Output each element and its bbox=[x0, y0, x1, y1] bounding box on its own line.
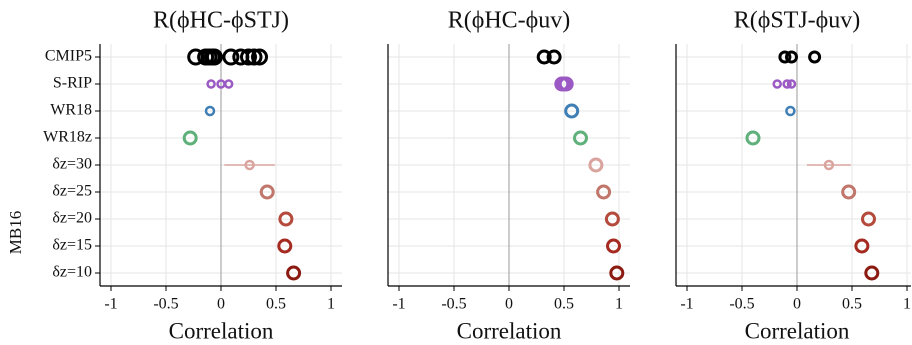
marker bbox=[546, 49, 562, 65]
x-tick-label: 0.5 bbox=[266, 296, 286, 313]
x-tick-label: 0.5 bbox=[554, 296, 574, 313]
x-tick-label: 0 bbox=[505, 296, 513, 313]
x-tick-label: -0.5 bbox=[729, 296, 754, 313]
marker bbox=[772, 79, 782, 89]
y-tick-label: WR18 bbox=[50, 102, 92, 119]
y-tick-label: δz=10 bbox=[52, 264, 92, 281]
marker bbox=[206, 79, 216, 89]
marker bbox=[785, 50, 798, 64]
marker bbox=[785, 105, 796, 117]
marker bbox=[808, 50, 822, 64]
marker bbox=[277, 238, 293, 254]
x-tick-label: -1 bbox=[104, 296, 117, 313]
x-tick-label: -0.5 bbox=[153, 296, 178, 313]
y-tick-label: S-RIP bbox=[53, 75, 92, 92]
marker bbox=[841, 184, 857, 200]
marker bbox=[596, 184, 612, 200]
x-tick-label: 1 bbox=[903, 296, 911, 313]
x-axis-label: Correlation bbox=[745, 318, 850, 343]
marker bbox=[240, 48, 257, 66]
y-tick-label: δz=15 bbox=[52, 237, 92, 254]
marker bbox=[182, 130, 198, 146]
marker bbox=[245, 48, 263, 66]
marker bbox=[564, 103, 580, 119]
marker bbox=[606, 238, 621, 254]
marker bbox=[861, 211, 876, 227]
x-tick-label: 0 bbox=[217, 296, 225, 313]
marker bbox=[609, 265, 625, 281]
x-tick-label: 1 bbox=[615, 296, 623, 313]
marker bbox=[588, 157, 604, 173]
x-tick-label: 1 bbox=[327, 296, 335, 313]
marker bbox=[536, 49, 552, 65]
marker bbox=[251, 48, 268, 66]
y-tick-label: δz=25 bbox=[52, 183, 92, 200]
marker bbox=[745, 130, 761, 146]
y-axis-label: MB16 bbox=[6, 211, 25, 254]
y-tick-label: δz=20 bbox=[52, 210, 92, 227]
marker bbox=[259, 184, 275, 200]
marker bbox=[205, 48, 223, 66]
y-tick-label: δz=30 bbox=[52, 156, 92, 173]
x-tick-label: -0.5 bbox=[441, 296, 466, 313]
marker bbox=[558, 76, 574, 92]
marker bbox=[573, 130, 588, 146]
marker bbox=[604, 211, 620, 227]
marker bbox=[782, 79, 792, 89]
x-tick-label: 0.5 bbox=[842, 296, 862, 313]
marker bbox=[244, 159, 255, 171]
marker bbox=[864, 265, 880, 281]
marker bbox=[286, 265, 302, 281]
x-tick-label: -1 bbox=[392, 296, 405, 313]
x-tick-label: -1 bbox=[680, 296, 693, 313]
x-axis-label: Correlation bbox=[457, 318, 562, 343]
marker bbox=[223, 79, 234, 89]
marker bbox=[204, 105, 216, 117]
marker bbox=[786, 79, 797, 89]
marker bbox=[278, 211, 294, 227]
x-tick-label: 0 bbox=[793, 296, 801, 313]
x-axis-label: Correlation bbox=[169, 318, 274, 343]
marker bbox=[823, 159, 835, 171]
marker bbox=[222, 48, 240, 66]
panel-title: R(ϕHC-ϕuv) bbox=[448, 8, 571, 34]
marker bbox=[854, 238, 870, 254]
panel-title: R(ϕHC-ϕSTJ) bbox=[153, 8, 289, 34]
y-tick-label: WR18z bbox=[43, 129, 92, 146]
y-tick-label: CMIP5 bbox=[45, 48, 92, 65]
marker bbox=[778, 50, 792, 64]
panel-title: R(ϕSTJ-ϕuv) bbox=[734, 8, 861, 34]
